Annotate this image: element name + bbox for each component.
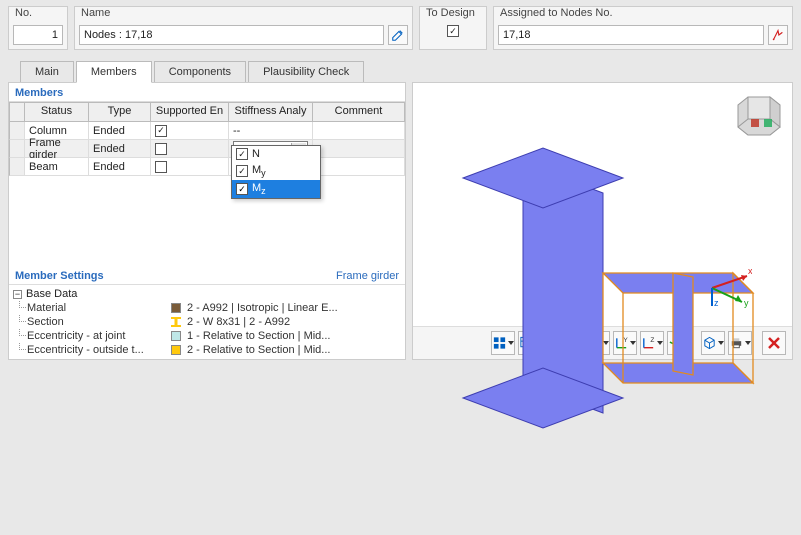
name-input[interactable]: Nodes : 17,18: [79, 25, 384, 45]
dropdown-option-my[interactable]: My: [232, 162, 320, 180]
cell-status: Beam: [25, 158, 89, 176]
assigned-label: Assigned to Nodes No.: [498, 6, 615, 20]
main-row: Members Status Type Supported En Stiffne…: [0, 82, 801, 368]
dropdown-option-mz[interactable]: Mz: [232, 180, 320, 198]
row-handle[interactable]: [9, 122, 25, 140]
cell-supported[interactable]: [151, 158, 229, 176]
viewer-pane: x y z X: [412, 82, 793, 360]
cell-type: Ended: [89, 158, 151, 176]
row-handle[interactable]: [9, 140, 25, 158]
tree-item-ecc-joint[interactable]: Eccentricity - at joint 1 - Relative to …: [13, 329, 401, 343]
tree-root-base-data[interactable]: − Base Data: [13, 287, 401, 301]
cell-stiffness[interactable]: --: [229, 122, 313, 140]
tree-label: Section: [27, 316, 167, 328]
tab-components[interactable]: Components: [154, 61, 246, 83]
coordinate-axes-icon: x y z: [702, 258, 752, 308]
left-pane: Members Status Type Supported En Stiffne…: [8, 82, 406, 360]
swatch-icon: [171, 303, 181, 313]
cell-supported[interactable]: [151, 140, 229, 158]
field-name: Name Nodes : 17,18: [74, 6, 413, 50]
tree-item-material[interactable]: Material 2 - A992 | Isotropic | Linear E…: [13, 301, 401, 315]
col-supported[interactable]: Supported En: [151, 102, 229, 122]
swatch-icon: [171, 331, 181, 341]
name-label: Name: [79, 6, 112, 20]
tree-root-label: Base Data: [26, 288, 77, 300]
members-table-header: Status Type Supported En Stiffness Analy…: [9, 102, 405, 122]
option-label: N: [252, 148, 260, 160]
option-checkbox[interactable]: [236, 183, 248, 195]
members-section-title: Members: [9, 83, 405, 102]
tab-plausibility[interactable]: Plausibility Check: [248, 61, 364, 83]
cell-supported[interactable]: [151, 122, 229, 140]
col-handle: [9, 102, 25, 122]
to-design-label: To Design: [424, 6, 477, 20]
supported-checkbox[interactable]: [155, 161, 167, 173]
tab-main[interactable]: Main: [20, 61, 74, 83]
assigned-input[interactable]: 17,18: [498, 25, 764, 45]
svg-text:y: y: [744, 298, 749, 308]
option-checkbox[interactable]: [236, 165, 248, 177]
stiffness-dropdown-popup[interactable]: N My Mz: [231, 145, 321, 199]
tree-label: Eccentricity - at joint: [27, 330, 167, 342]
tree-item-ecc-outside[interactable]: Eccentricity - outside t... 2 - Relative…: [13, 343, 401, 357]
col-stiffness[interactable]: Stiffness Analy: [229, 102, 313, 122]
collapse-icon[interactable]: −: [13, 290, 22, 299]
to-design-checkbox[interactable]: [447, 25, 459, 37]
field-assigned: Assigned to Nodes No. 17,18: [493, 6, 793, 50]
tab-strip: Main Members Components Plausibility Che…: [0, 52, 801, 82]
ibeam-icon: [171, 317, 181, 327]
cell-comment[interactable]: [313, 140, 405, 158]
no-input[interactable]: 1: [13, 25, 63, 45]
members-table: Status Type Supported En Stiffness Analy…: [9, 102, 405, 176]
option-label: Mz: [252, 182, 266, 196]
table-row[interactable]: Beam Ended: [9, 158, 405, 176]
col-type[interactable]: Type: [89, 102, 151, 122]
cell-comment[interactable]: [313, 158, 405, 176]
member-settings-body: − Base Data Material 2 - A992 | Isotropi…: [9, 285, 405, 359]
edit-name-button[interactable]: [388, 25, 408, 45]
option-checkbox[interactable]: [236, 148, 248, 160]
tree-value: 2 - A992 | Isotropic | Linear E...: [187, 302, 401, 314]
col-status[interactable]: Status: [25, 102, 89, 122]
tree-value: 1 - Relative to Section | Mid...: [187, 330, 401, 342]
settings-title-text: Member Settings: [15, 270, 104, 282]
tree-item-section[interactable]: Section 2 - W 8x31 | 2 - A992: [13, 315, 401, 329]
member-settings-title: Member Settings Frame girder: [9, 266, 405, 285]
tree-label: Material: [27, 302, 167, 314]
tree-value: 2 - Relative to Section | Mid...: [187, 344, 401, 356]
cell-type: Ended: [89, 140, 151, 158]
option-label: My: [252, 164, 266, 178]
swatch-icon: [171, 345, 181, 355]
members-title-text: Members: [15, 87, 63, 99]
tree-label: Eccentricity - outside t...: [27, 344, 167, 356]
col-comment[interactable]: Comment: [313, 102, 405, 122]
tree-value: 2 - W 8x31 | 2 - A992: [187, 316, 401, 328]
no-label: No.: [13, 6, 34, 20]
settings-selected-member: Frame girder: [336, 270, 399, 282]
supported-checkbox[interactable]: [155, 125, 167, 137]
supported-checkbox[interactable]: [155, 143, 167, 155]
svg-text:z: z: [714, 298, 719, 308]
row-handle[interactable]: [9, 158, 25, 176]
table-row[interactable]: Frame girder Ended: [9, 140, 405, 158]
field-no: No. 1: [8, 6, 68, 50]
tab-members[interactable]: Members: [76, 61, 152, 83]
view3d[interactable]: x y z: [413, 83, 792, 326]
cell-type: Ended: [89, 122, 151, 140]
dropdown-option-n[interactable]: N: [232, 146, 320, 162]
header-row: No. 1 Name Nodes : 17,18 To Design Assig…: [0, 0, 801, 52]
cell-status: Frame girder: [25, 140, 89, 158]
field-to-design: To Design: [419, 6, 487, 50]
pick-nodes-button[interactable]: [768, 25, 788, 45]
svg-text:x: x: [748, 266, 752, 276]
cell-comment[interactable]: [313, 122, 405, 140]
